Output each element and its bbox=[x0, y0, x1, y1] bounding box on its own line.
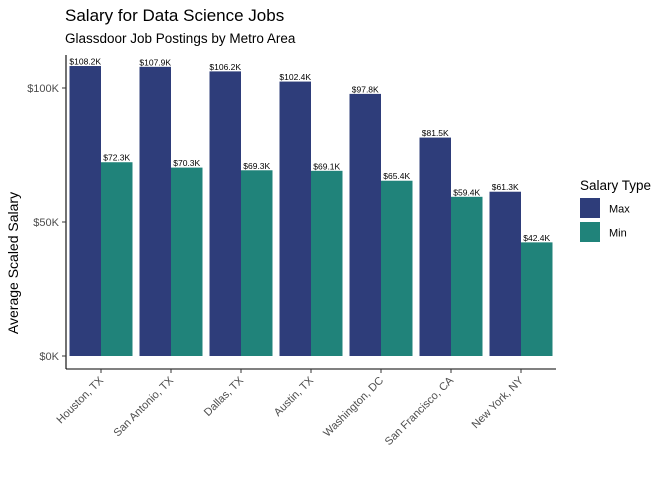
bar-max-6 bbox=[489, 191, 521, 356]
bar-min-6 bbox=[521, 242, 553, 356]
y-tick-label-2: $100K bbox=[27, 83, 59, 95]
chart-title: Salary for Data Science Jobs bbox=[65, 6, 284, 25]
x-tick-label-1: San Antonio, TX bbox=[112, 374, 177, 439]
x-tick-label-3: Austin, TX bbox=[272, 374, 317, 419]
bar-min-2 bbox=[241, 170, 273, 356]
x-tick-label-0: Houston, TX bbox=[55, 374, 107, 426]
data-label-min-6: $42.4K bbox=[523, 233, 550, 243]
x-tick-label-2: Dallas, TX bbox=[202, 374, 247, 419]
legend-swatch-max bbox=[580, 198, 600, 218]
data-label-min-1: $70.3K bbox=[173, 158, 200, 168]
data-label-min-3: $69.1K bbox=[313, 161, 340, 171]
bar-min-3 bbox=[311, 170, 343, 356]
x-tick-label-5: San Francisco, CA bbox=[383, 374, 457, 448]
x-tick-label-4: Washington, DC bbox=[321, 375, 386, 440]
legend-label-max: Max bbox=[609, 204, 630, 216]
data-label-max-5: $81.5K bbox=[422, 128, 449, 138]
bar-max-1 bbox=[139, 66, 171, 356]
bar-min-4 bbox=[381, 180, 413, 356]
y-axis-label: Average Scaled Salary bbox=[5, 192, 21, 334]
data-label-max-3: $102.4K bbox=[279, 72, 311, 82]
bar-max-2 bbox=[209, 71, 241, 356]
data-label-min-5: $59.4K bbox=[453, 187, 480, 197]
data-label-min-2: $69.3K bbox=[243, 161, 270, 171]
data-label-max-4: $97.8K bbox=[352, 84, 379, 94]
data-label-max-1: $107.9K bbox=[139, 57, 171, 67]
bar-max-5 bbox=[419, 137, 451, 356]
bar-min-5 bbox=[451, 196, 483, 356]
data-label-max-0: $108.2K bbox=[69, 57, 101, 67]
bar-max-4 bbox=[349, 93, 381, 357]
data-label-max-6: $61.3K bbox=[492, 182, 519, 192]
data-label-max-2: $106.2K bbox=[209, 62, 241, 72]
legend: Salary Type Max Min bbox=[580, 178, 651, 242]
bar-max-0 bbox=[69, 66, 101, 357]
plot-area: $108.2K $72.3K $107.9K $70.3K $106.2K $69.3K $… bbox=[27, 55, 556, 448]
bar-min-1 bbox=[171, 167, 203, 356]
x-tick-label-6: New York, NY bbox=[470, 374, 527, 431]
legend-label-min: Min bbox=[609, 228, 627, 240]
data-label-min-0: $72.3K bbox=[103, 153, 130, 163]
chart-subtitle: Glassdoor Job Postings by Metro Area bbox=[65, 31, 296, 46]
y-tick-label-1: $50K bbox=[33, 217, 59, 229]
legend-title: Salary Type bbox=[580, 178, 651, 193]
bar-min-0 bbox=[101, 162, 133, 356]
data-label-min-4: $65.4K bbox=[383, 171, 410, 181]
y-tick-label-0: $0K bbox=[39, 351, 59, 363]
legend-swatch-min bbox=[580, 222, 600, 242]
bar-max-3 bbox=[279, 81, 311, 357]
